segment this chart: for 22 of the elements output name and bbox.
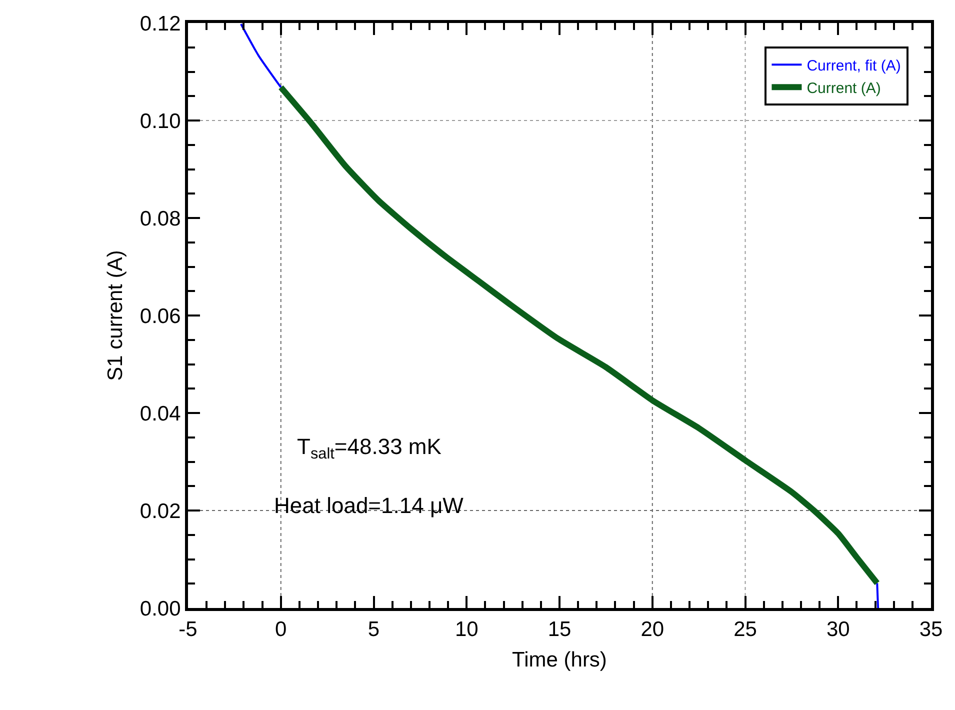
y-tick-label: 0.12 xyxy=(140,12,181,36)
y-tick-label: 0.04 xyxy=(140,402,182,426)
x-tick-label: 5 xyxy=(368,618,380,642)
legend-label: Current (A) xyxy=(806,80,881,97)
y-tick-label: 0.02 xyxy=(140,500,181,523)
annotation: T$_{salt}$=48.33 mK xyxy=(297,434,442,463)
y-axis-title: S1 current (A) xyxy=(104,250,128,381)
x-tick-label: 0 xyxy=(275,618,287,642)
x-tick-label: 15 xyxy=(548,618,572,642)
y-tick-label: 0.08 xyxy=(140,207,181,230)
x-tick-label: -5 xyxy=(178,618,198,642)
legend-label: Current, fit (A) xyxy=(806,58,901,74)
y-tick-label: 0.06 xyxy=(140,304,181,328)
x-tick-label: 30 xyxy=(826,618,850,642)
y-tick-label: 0.00 xyxy=(140,597,181,620)
x-tick-label: 35 xyxy=(919,618,943,642)
x-axis-title: Time (hrs) xyxy=(512,648,607,672)
x-tick-label: 10 xyxy=(454,618,478,642)
y-tick-label: 0.10 xyxy=(140,110,181,133)
annotation: Heat load=1.14 μW xyxy=(274,493,464,518)
x-tick-label: 25 xyxy=(734,618,757,642)
x-tick-label: 20 xyxy=(640,618,664,642)
